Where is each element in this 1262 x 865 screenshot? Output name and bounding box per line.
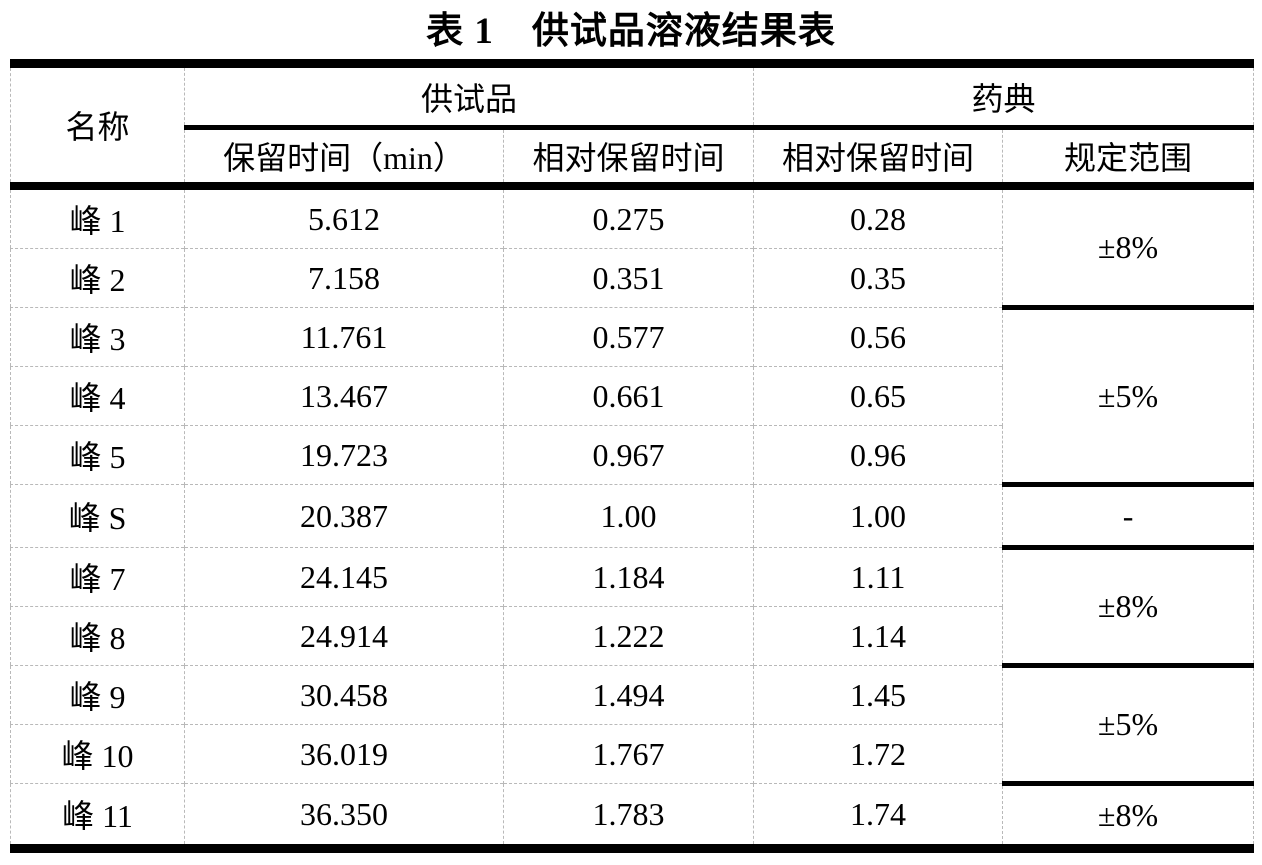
retention-time-cell: 36.350 — [184, 783, 504, 849]
page-title: 表 1 供试品溶液结果表 — [426, 11, 836, 52]
header-relative-rt-sample: 相对保留时间 — [503, 127, 755, 190]
table-row: 峰 5 19.723 0.967 0.96 — [10, 425, 1254, 485]
header-group-row: 名称 供试品 药典 — [10, 63, 1254, 190]
relative-rt-pharmacopoeia-cell: 1.14 — [753, 606, 1004, 666]
peak-name-cell: 峰 4 — [10, 366, 185, 426]
relative-rt-pharmacopoeia-cell: 0.65 — [753, 366, 1004, 426]
retention-time-cell: 7.158 — [184, 248, 504, 308]
peak-name-cell: 峰 S — [10, 484, 185, 548]
relative-rt-pharmacopoeia-cell: 0.35 — [753, 248, 1004, 308]
peak-name-cell: 峰 7 — [10, 547, 185, 607]
header-retention-time: 保留时间（min） — [184, 127, 504, 190]
relative-rt-pharmacopoeia-cell: 1.74 — [753, 783, 1004, 849]
relative-rt-sample-cell: 1.222 — [503, 606, 755, 666]
relative-rt-sample-cell: 1.184 — [503, 547, 755, 607]
relative-rt-sample-cell: 1.783 — [503, 783, 755, 849]
specified-range-cell: ±5% — [1002, 663, 1254, 784]
relative-rt-pharmacopoeia-cell: 1.11 — [753, 547, 1004, 607]
relative-rt-pharmacopoeia-cell: 0.56 — [753, 307, 1004, 367]
relative-rt-pharmacopoeia-cell: 1.00 — [753, 484, 1004, 548]
relative-rt-sample-cell: 1.494 — [503, 665, 755, 725]
table-body: 峰 1 5.612 0.275 0.28 ±8% 峰 2 7.158 0.351… — [10, 186, 1254, 849]
header-relative-rt-pharmacopoeia: 相对保留时间 — [753, 127, 1004, 190]
header-group-sample: 供试品 — [184, 63, 755, 130]
peak-name-cell: 峰 8 — [10, 606, 185, 666]
retention-time-cell: 20.387 — [184, 484, 504, 548]
retention-time-cell: 24.914 — [184, 606, 504, 666]
relative-rt-pharmacopoeia-cell: 0.96 — [753, 425, 1004, 485]
peak-name-cell: 峰 11 — [10, 783, 185, 849]
retention-time-cell: 19.723 — [184, 425, 504, 485]
peak-name-cell: 峰 2 — [10, 248, 185, 308]
relative-rt-sample-cell: 0.351 — [503, 248, 755, 308]
peak-name-cell: 峰 3 — [10, 307, 185, 367]
retention-time-cell: 11.761 — [184, 307, 504, 367]
header-sub-row: 保留时间（min） 相对保留时间 相对保留时间 规定范围 — [11, 127, 1254, 190]
table-row: 峰 7 24.145 1.184 1.11 ±8% — [10, 545, 1254, 666]
retention-time-cell: 36.019 — [184, 724, 504, 784]
table-row: 峰 8 24.914 1.222 1.14 — [10, 606, 1254, 666]
retention-time-cell: 13.467 — [184, 366, 504, 426]
specified-range-cell: ±8% — [1002, 781, 1254, 849]
retention-time-cell: 30.458 — [184, 665, 504, 725]
retention-time-cell: 24.145 — [184, 547, 504, 607]
header-group-pharmacopoeia: 药典 — [753, 63, 1254, 130]
specified-range-cell: ±8% — [1002, 545, 1254, 666]
table-row: 峰 4 13.467 0.661 0.65 — [10, 366, 1254, 426]
header-specified-range: 规定范围 — [1002, 127, 1254, 190]
table-row: 峰 10 36.019 1.767 1.72 — [10, 724, 1254, 784]
relative-rt-sample-cell: 1.767 — [503, 724, 755, 784]
results-table: 名称 供试品 药典 保留时间（min） 相对保留时间 相对保留时间 规定范围 峰… — [10, 59, 1255, 853]
table-row: 峰 9 30.458 1.494 1.45 ±5% — [10, 663, 1254, 784]
peak-name-cell: 峰 10 — [10, 724, 185, 784]
relative-rt-pharmacopoeia-cell: 0.28 — [753, 186, 1004, 249]
table-row: 峰 S 20.387 1.00 1.00 - — [10, 482, 1254, 548]
relative-rt-pharmacopoeia-cell: 1.72 — [753, 724, 1004, 784]
retention-time-cell: 5.612 — [184, 186, 504, 249]
peak-name-cell: 峰 9 — [10, 665, 185, 725]
specified-range-cell: ±5% — [1002, 305, 1254, 485]
peak-name-cell: 峰 1 — [10, 186, 185, 249]
relative-rt-sample-cell: 0.275 — [503, 186, 755, 249]
specified-range-cell: - — [1002, 482, 1254, 548]
table-row: 峰 2 7.158 0.351 0.35 — [10, 248, 1254, 308]
relative-rt-sample-cell: 0.661 — [503, 366, 755, 426]
relative-rt-pharmacopoeia-cell: 1.45 — [753, 665, 1004, 725]
table-row: 峰 3 11.761 0.577 0.56 ±5% — [10, 305, 1254, 485]
table-row: 峰 1 5.612 0.275 0.28 ±8% — [10, 186, 1254, 265]
specified-range-cell: ±8% — [1097, 229, 1159, 265]
header-name: 名称 — [10, 63, 185, 190]
relative-rt-sample-cell: 0.967 — [503, 425, 755, 485]
table-header: 名称 供试品 药典 保留时间（min） 相对保留时间 相对保留时间 规定范围 — [10, 63, 1254, 190]
relative-rt-sample-cell: 1.00 — [503, 484, 755, 548]
peak-name-cell: 峰 5 — [10, 425, 185, 485]
table-row: 峰 11 36.350 1.783 1.74 ±8% — [10, 781, 1254, 849]
relative-rt-sample-cell: 0.577 — [503, 307, 755, 367]
